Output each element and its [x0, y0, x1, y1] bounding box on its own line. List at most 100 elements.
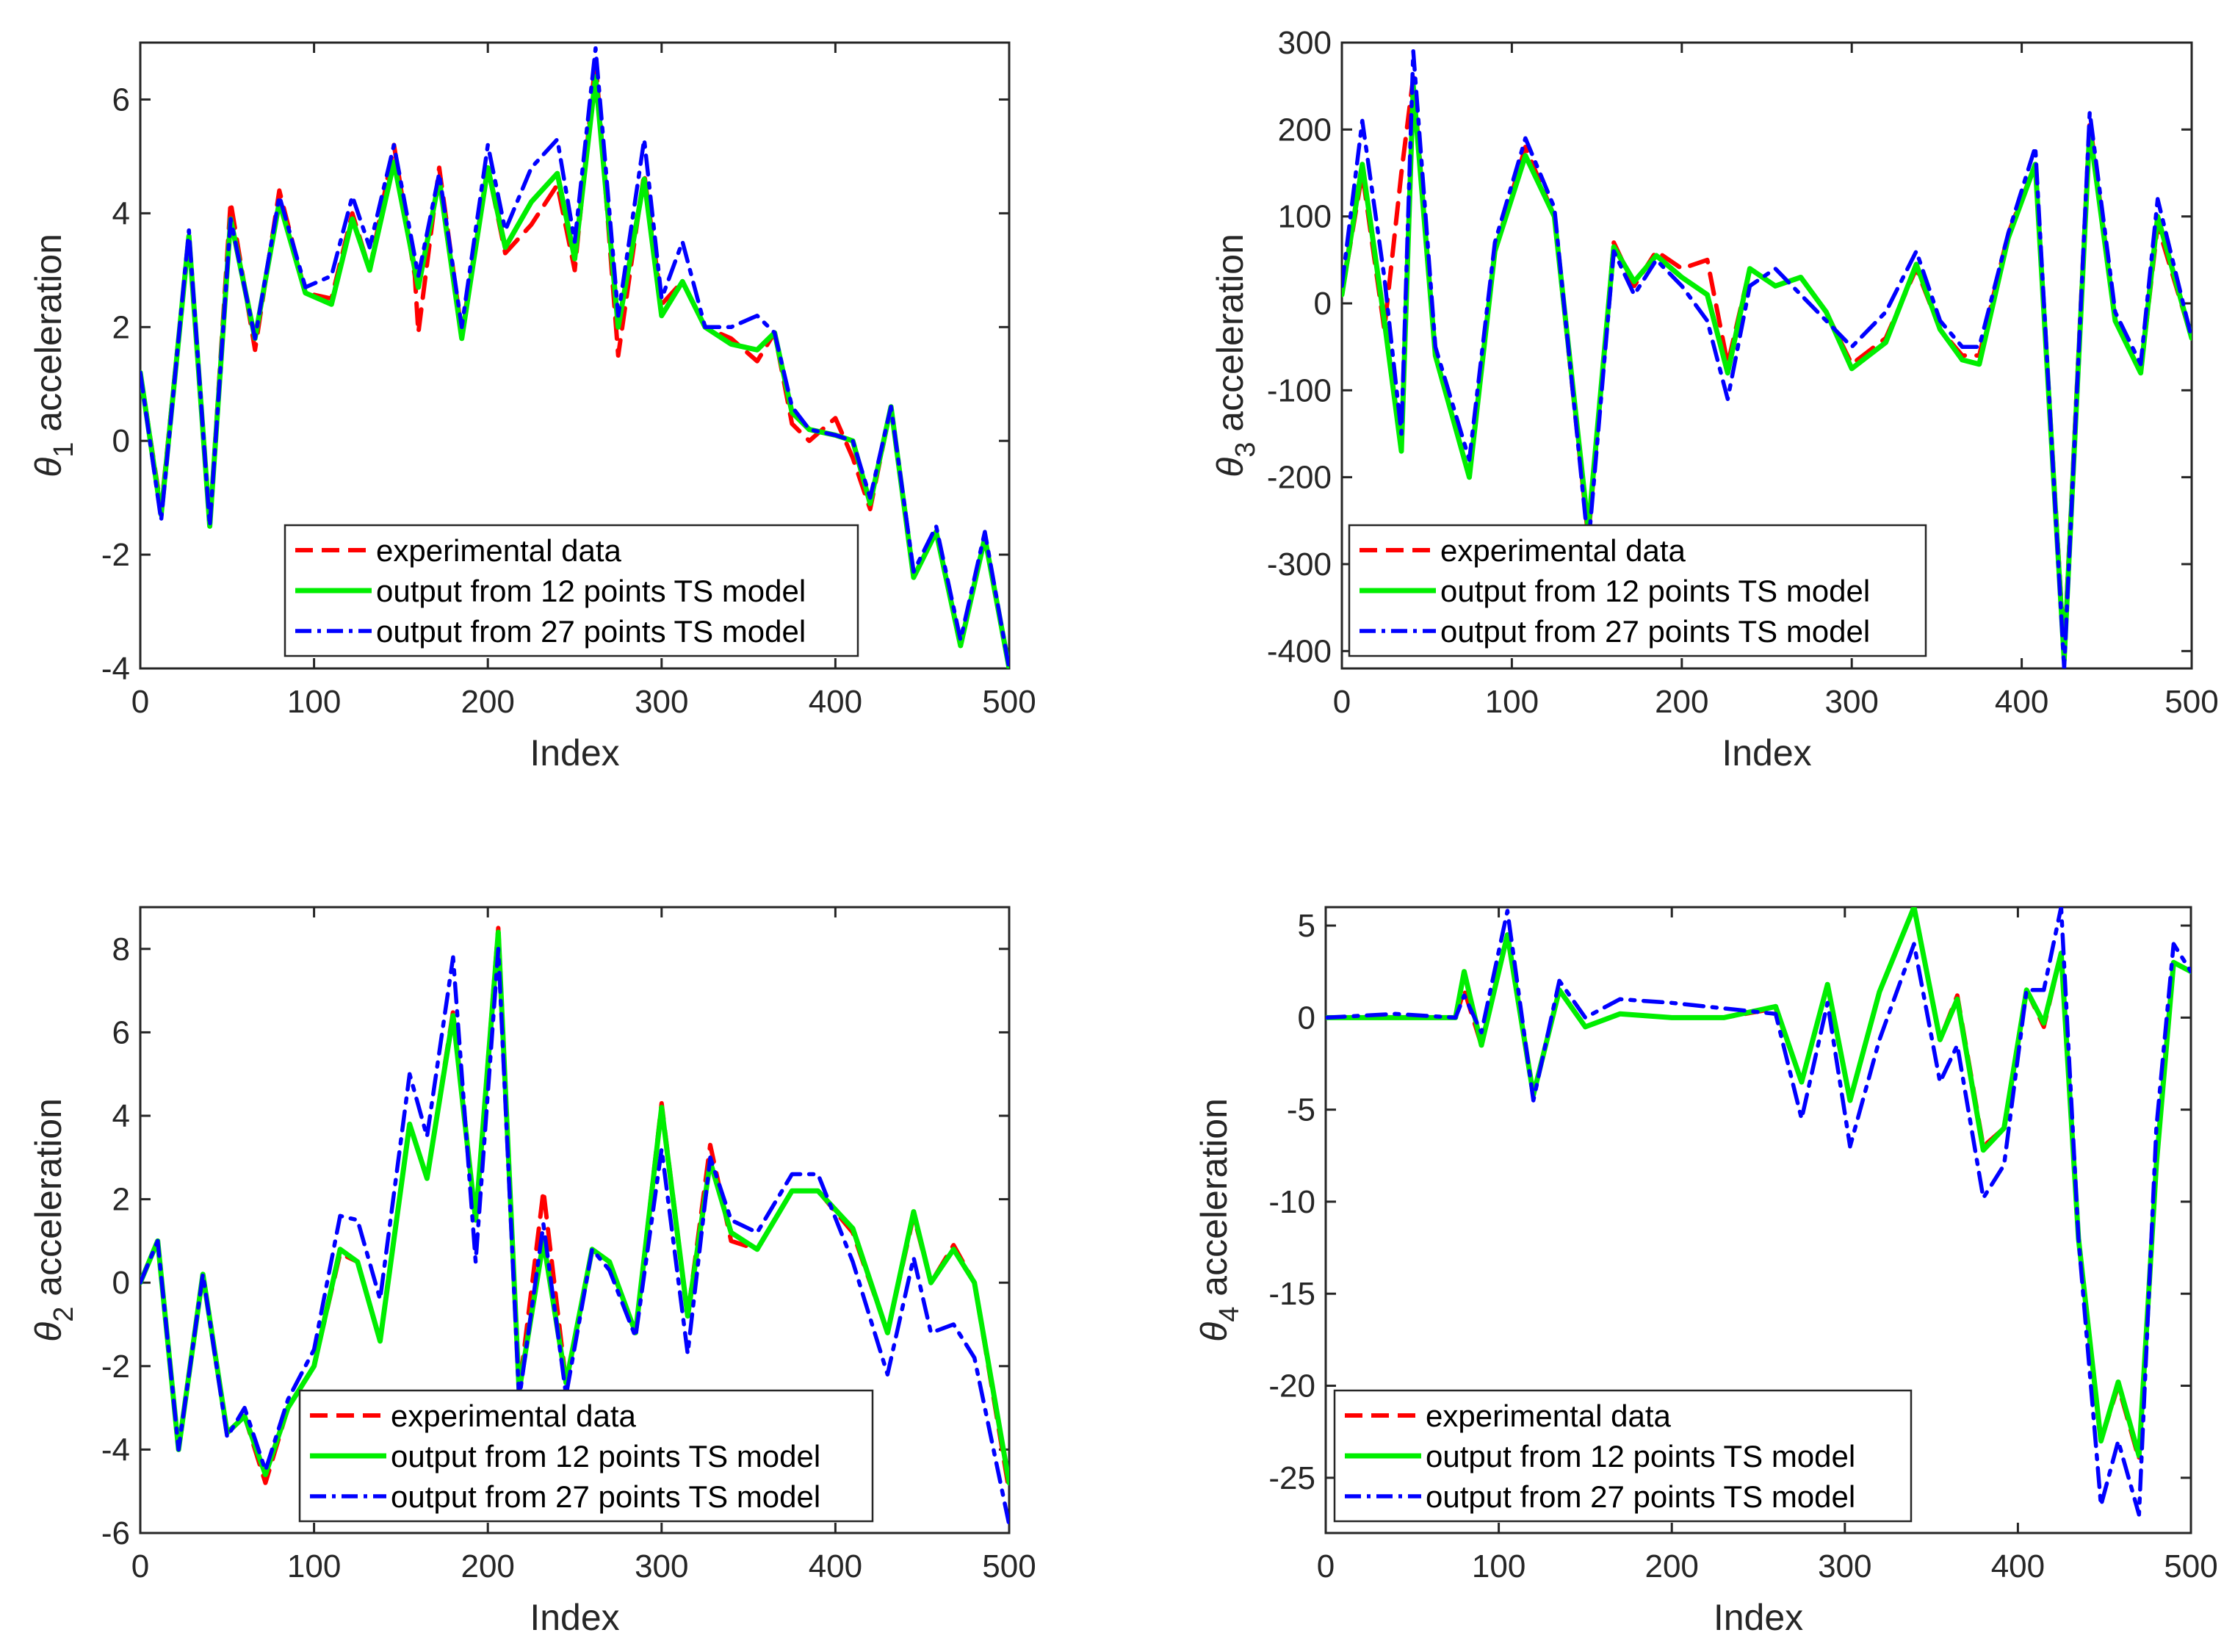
x-tick-label: 200: [461, 684, 514, 720]
y-tick-label: 2: [112, 1182, 130, 1218]
y-tick-label: 0: [1298, 1000, 1315, 1036]
x-axis-label: Index: [530, 1597, 619, 1638]
x-tick-label: 400: [809, 1548, 862, 1584]
y-axis-label-symbol: θ: [1210, 458, 1251, 477]
y-axis-label: θ4 acceleration: [1194, 1098, 1245, 1342]
series-line-ts12: [1326, 907, 2191, 1459]
y-axis-label: θ2 acceleration: [28, 1098, 79, 1342]
legend-label-experimental: experimental data: [1426, 1399, 1672, 1433]
y-axis-label-subscript: 4: [1214, 1307, 1245, 1322]
x-tick-label: 100: [287, 684, 341, 720]
legend-box: [284, 524, 859, 657]
x-tick-label: 200: [461, 1548, 514, 1584]
x-tick-label: 300: [1824, 684, 1878, 720]
y-axis-label: θ3 acceleration: [1210, 234, 1261, 477]
y-tick-label: 0: [112, 1265, 130, 1301]
legend-label-ts12: output from 12 points TS model: [1426, 1439, 1855, 1474]
series-group: [140, 926, 1009, 1527]
series-line-ts12: [140, 929, 1009, 1486]
x-tick-label: 0: [131, 684, 149, 720]
y-tick-label: -200: [1267, 460, 1332, 496]
x-axis-label: Index: [1722, 732, 1811, 773]
legend: experimental data output from 12 points T…: [298, 1389, 874, 1523]
y-tick-label: -2: [101, 537, 130, 573]
y-tick-label: 300: [1278, 25, 1332, 61]
y-tick-label: 0: [1314, 286, 1332, 322]
y-axis-label-subscript: 2: [48, 1307, 79, 1322]
x-tick-label: 300: [635, 684, 688, 720]
y-axis-label-text: acceleration: [1210, 234, 1251, 442]
chart-panel-theta2: 0 100 200 300 400 500 -6 -4 -2 0 2 4 6 8 Index θ2 accel…: [28, 906, 1036, 1638]
x-axis-label: Index: [1714, 1597, 1803, 1638]
y-axis-label-text: acceleration: [1194, 1098, 1235, 1307]
chart-panel-theta4: 0 100 200 300 400 500 -25 -20 -15 -10 -5 0 5 Index θ4 …: [1194, 906, 2218, 1638]
y-tick-label: -5: [1287, 1092, 1315, 1128]
y-axis-label-text: acceleration: [28, 1098, 69, 1307]
legend-label-ts27: output from 27 points TS model: [391, 1479, 820, 1514]
legend-label-ts27: output from 27 points TS model: [1440, 614, 1870, 649]
x-tick-label: 100: [287, 1548, 341, 1584]
series-line-ts27: [140, 46, 1009, 668]
x-tick-label: 500: [982, 1548, 1036, 1584]
legend-label-experimental: experimental data: [376, 533, 622, 568]
legend-label-ts27: output from 27 points TS model: [376, 614, 806, 649]
y-tick-label: 4: [112, 1098, 130, 1134]
series-line-ts27: [1326, 907, 2191, 1517]
x-tick-label: 0: [1333, 684, 1351, 720]
x-tick-label: 400: [1991, 1548, 2045, 1584]
legend-box: [298, 1389, 874, 1523]
x-tick-label: 400: [1995, 684, 2048, 720]
y-axis-label-subscript: 1: [48, 442, 79, 458]
y-axis-label-text: acceleration: [28, 234, 69, 442]
x-tick-label: 500: [2164, 1548, 2217, 1584]
y-axis-label-subscript: 3: [1230, 442, 1261, 458]
y-tick-label: -400: [1267, 633, 1332, 669]
y-tick-label: 200: [1278, 112, 1332, 148]
y-tick-label: -300: [1267, 547, 1332, 582]
y-tick-label: -10: [1268, 1184, 1315, 1220]
y-tick-label: -4: [101, 1432, 130, 1468]
y-tick-label: -100: [1267, 372, 1332, 408]
x-tick-label: 100: [1472, 1548, 1525, 1584]
legend: experimental data output from 12 points T…: [1348, 524, 1927, 657]
x-tick-label: 300: [1818, 1548, 1871, 1584]
series-line-ts27: [140, 947, 1009, 1527]
legend-label-experimental: experimental data: [1440, 533, 1686, 568]
series-group: [140, 46, 1009, 668]
y-axis-label-symbol: θ: [1194, 1322, 1235, 1342]
x-tick-label: 0: [1317, 1548, 1335, 1584]
legend-box: [1333, 1389, 1913, 1523]
x-tick-label: 400: [809, 684, 862, 720]
series-group: [1326, 907, 2191, 1517]
y-axis-label-symbol: θ: [28, 458, 69, 477]
y-tick-label: 8: [112, 931, 130, 967]
y-tick-label: 5: [1298, 908, 1315, 944]
y-axis-label: θ1 acceleration: [28, 234, 79, 477]
y-tick-label: 6: [112, 82, 130, 118]
chart-panel-theta3: 0 100 200 300 400 500 -400 -300 -200 -100 0 100 200 3…: [1210, 25, 2219, 773]
legend-label-ts12: output from 12 points TS model: [376, 574, 806, 608]
legend-label-ts12: output from 12 points TS model: [391, 1439, 820, 1474]
y-tick-label: -25: [1268, 1460, 1315, 1496]
x-tick-label: 0: [131, 1548, 149, 1584]
legend-label-experimental: experimental data: [391, 1399, 637, 1433]
y-tick-label: -2: [101, 1349, 130, 1385]
y-tick-label: 2: [112, 309, 130, 345]
y-tick-label: 6: [112, 1014, 130, 1050]
y-tick-label: -6: [101, 1515, 130, 1551]
y-tick-label: -20: [1268, 1368, 1315, 1404]
x-tick-label: 300: [635, 1548, 688, 1584]
legend-box: [1348, 524, 1927, 657]
series-group: [1342, 49, 2192, 668]
series-line-ts27: [1342, 49, 2192, 668]
x-tick-label: 500: [982, 684, 1036, 720]
x-tick-label: 200: [1655, 684, 1708, 720]
legend-label-ts27: output from 27 points TS model: [1426, 1479, 1855, 1514]
y-tick-label: 0: [112, 423, 130, 459]
y-tick-label: -15: [1268, 1276, 1315, 1312]
y-tick-label: -4: [101, 651, 130, 687]
legend: experimental data output from 12 points T…: [284, 524, 859, 657]
x-tick-label: 200: [1644, 1548, 1698, 1584]
chart-panel-theta1: 0 100 200 300 400 500 -4 -2 0 2 4 6 Index θ1 accelera…: [28, 41, 1036, 773]
y-tick-label: 4: [112, 195, 130, 231]
